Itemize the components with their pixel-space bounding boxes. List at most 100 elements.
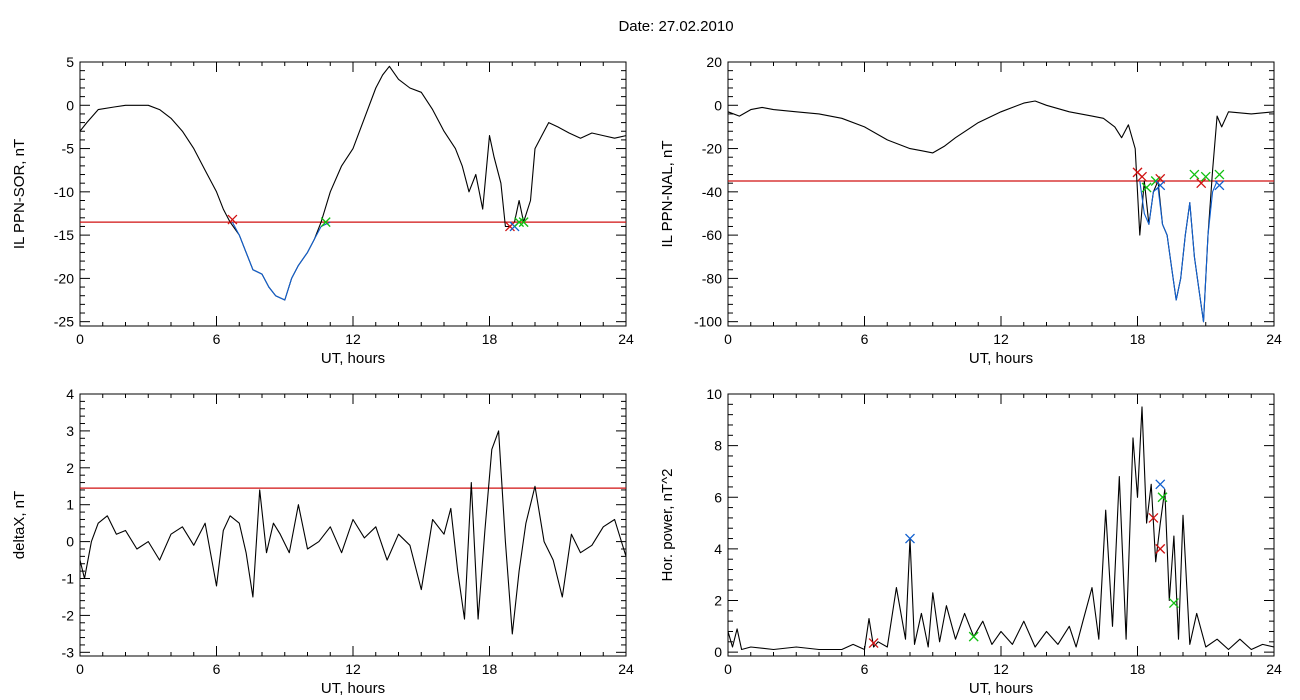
marker-point bbox=[905, 533, 915, 544]
panel-il-ppn-sor: 0 6 12 18 24 5 0 -5 -10 -15 -20 -25 UT, hours IL PPN-… bbox=[11, 54, 634, 367]
y-tick-label: 0 bbox=[714, 644, 722, 660]
y-tick-label: 5 bbox=[66, 54, 74, 70]
marker-point bbox=[1196, 178, 1207, 189]
panel-deltax: 0 6 12 18 24 4 3 2 1 0 -1 -2 -3 UT, hours deltaX, nT bbox=[11, 386, 634, 697]
x-tick-label: 0 bbox=[76, 331, 84, 347]
y-tick-label: -40 bbox=[702, 184, 722, 200]
x-tick-label: 12 bbox=[993, 331, 1009, 347]
x-axis-label: UT, hours bbox=[321, 680, 385, 697]
x-tick-label: 18 bbox=[482, 661, 498, 677]
x-tick-label: 0 bbox=[76, 661, 84, 677]
plot-frame bbox=[79, 393, 627, 657]
x-tick-label: 18 bbox=[1130, 661, 1146, 677]
y-tick-label: -5 bbox=[62, 141, 75, 157]
marker-stroke bbox=[1148, 512, 1159, 523]
panel-hor-power: 0 6 12 18 24 10 8 6 4 2 0 UT, hours Hor. power, nT^2 bbox=[659, 386, 1282, 697]
y-tick-label: 6 bbox=[714, 489, 722, 505]
marker-point bbox=[1189, 169, 1200, 180]
marker-point bbox=[1141, 182, 1152, 193]
y-tick-label: -20 bbox=[702, 141, 722, 157]
marker-stroke bbox=[1189, 169, 1200, 180]
marker-point bbox=[968, 631, 979, 642]
x-tick-label: 0 bbox=[724, 331, 732, 347]
marker-stroke bbox=[1157, 492, 1168, 503]
y-tick-label: -60 bbox=[702, 227, 722, 243]
x-tick-label: 18 bbox=[482, 331, 498, 347]
y-tick-label: -80 bbox=[702, 270, 722, 286]
marker-point bbox=[1214, 169, 1225, 180]
y-tick-label: 8 bbox=[714, 438, 722, 454]
series-line bbox=[727, 406, 1275, 651]
marker-stroke bbox=[1141, 182, 1152, 193]
marker-stroke bbox=[1214, 169, 1225, 180]
marker-point bbox=[1157, 492, 1168, 503]
plot-frame bbox=[727, 61, 1275, 327]
x-tick-label: 6 bbox=[213, 331, 221, 347]
marker-point bbox=[1155, 479, 1166, 490]
x-axis-label: UT, hours bbox=[969, 350, 1033, 367]
marker-point bbox=[1168, 598, 1179, 609]
y-axis-label: IL PPN-NAL, nT bbox=[659, 141, 676, 248]
marker-point bbox=[1214, 180, 1225, 191]
x-tick-label: 24 bbox=[618, 331, 634, 347]
marker-point bbox=[505, 221, 515, 232]
marker-stroke bbox=[1155, 180, 1166, 191]
marker-point bbox=[1148, 512, 1159, 523]
x-tick-label: 12 bbox=[345, 661, 361, 677]
y-tick-label: 1 bbox=[66, 497, 74, 513]
panel-il-ppn-nal: 0 6 12 18 24 20 0 -20 -40 -60 -80 -100 UT, hours IL P… bbox=[659, 54, 1282, 367]
x-tick-label: 12 bbox=[993, 661, 1009, 677]
marker-stroke bbox=[514, 217, 525, 228]
marker-point bbox=[518, 217, 529, 228]
x-tick-label: 6 bbox=[213, 661, 221, 677]
y-tick-label: -100 bbox=[694, 314, 722, 330]
y-axis-label: IL PPN-SOR, nT bbox=[11, 139, 28, 249]
y-tick-label: 10 bbox=[706, 386, 722, 402]
x-axis-label: UT, hours bbox=[321, 350, 385, 367]
y-tick-label: -15 bbox=[54, 227, 74, 243]
y-tick-label: -1 bbox=[62, 571, 75, 587]
marker-point bbox=[1155, 180, 1166, 191]
y-tick-label: 4 bbox=[714, 541, 722, 557]
marker-stroke bbox=[905, 533, 915, 544]
y-tick-label: -10 bbox=[54, 184, 74, 200]
y-tick-label: 0 bbox=[66, 97, 74, 113]
highlight-series-line bbox=[231, 221, 331, 301]
marker-point bbox=[1200, 171, 1211, 182]
marker-point bbox=[320, 217, 331, 228]
marker-point bbox=[1137, 171, 1148, 182]
x-tick-label: 0 bbox=[724, 661, 732, 677]
marker-stroke bbox=[1200, 171, 1211, 182]
y-axis-label: deltaX, nT bbox=[11, 491, 28, 559]
y-tick-label: 2 bbox=[714, 593, 722, 609]
series-line bbox=[79, 430, 627, 635]
marker-stroke bbox=[968, 631, 979, 642]
y-tick-label: 0 bbox=[66, 534, 74, 550]
marker-point bbox=[868, 638, 879, 649]
x-tick-label: 18 bbox=[1130, 331, 1146, 347]
marker-stroke bbox=[1196, 178, 1207, 189]
x-tick-label: 24 bbox=[618, 661, 634, 677]
marker-stroke bbox=[1155, 479, 1166, 490]
figure-title: Date: 27.02.2010 bbox=[618, 18, 734, 35]
plot-frame bbox=[79, 61, 627, 327]
y-tick-label: 3 bbox=[66, 423, 74, 439]
marker-stroke bbox=[227, 214, 238, 225]
x-tick-label: 6 bbox=[861, 661, 869, 677]
marker-stroke bbox=[1168, 598, 1179, 609]
y-tick-label: -25 bbox=[54, 314, 74, 330]
y-tick-label: -2 bbox=[62, 607, 75, 623]
x-tick-label: 24 bbox=[1266, 331, 1282, 347]
marker-stroke bbox=[868, 638, 879, 649]
series-line bbox=[727, 100, 1275, 323]
y-tick-label: 20 bbox=[706, 54, 722, 70]
x-tick-label: 6 bbox=[861, 331, 869, 347]
y-tick-label: 2 bbox=[66, 460, 74, 476]
highlight-series-line bbox=[1139, 180, 1218, 323]
marker-point bbox=[227, 214, 238, 225]
marker-point bbox=[1155, 543, 1166, 554]
marker-stroke bbox=[1155, 543, 1166, 554]
y-tick-label: -3 bbox=[62, 644, 75, 660]
x-axis-label: UT, hours bbox=[969, 680, 1033, 697]
